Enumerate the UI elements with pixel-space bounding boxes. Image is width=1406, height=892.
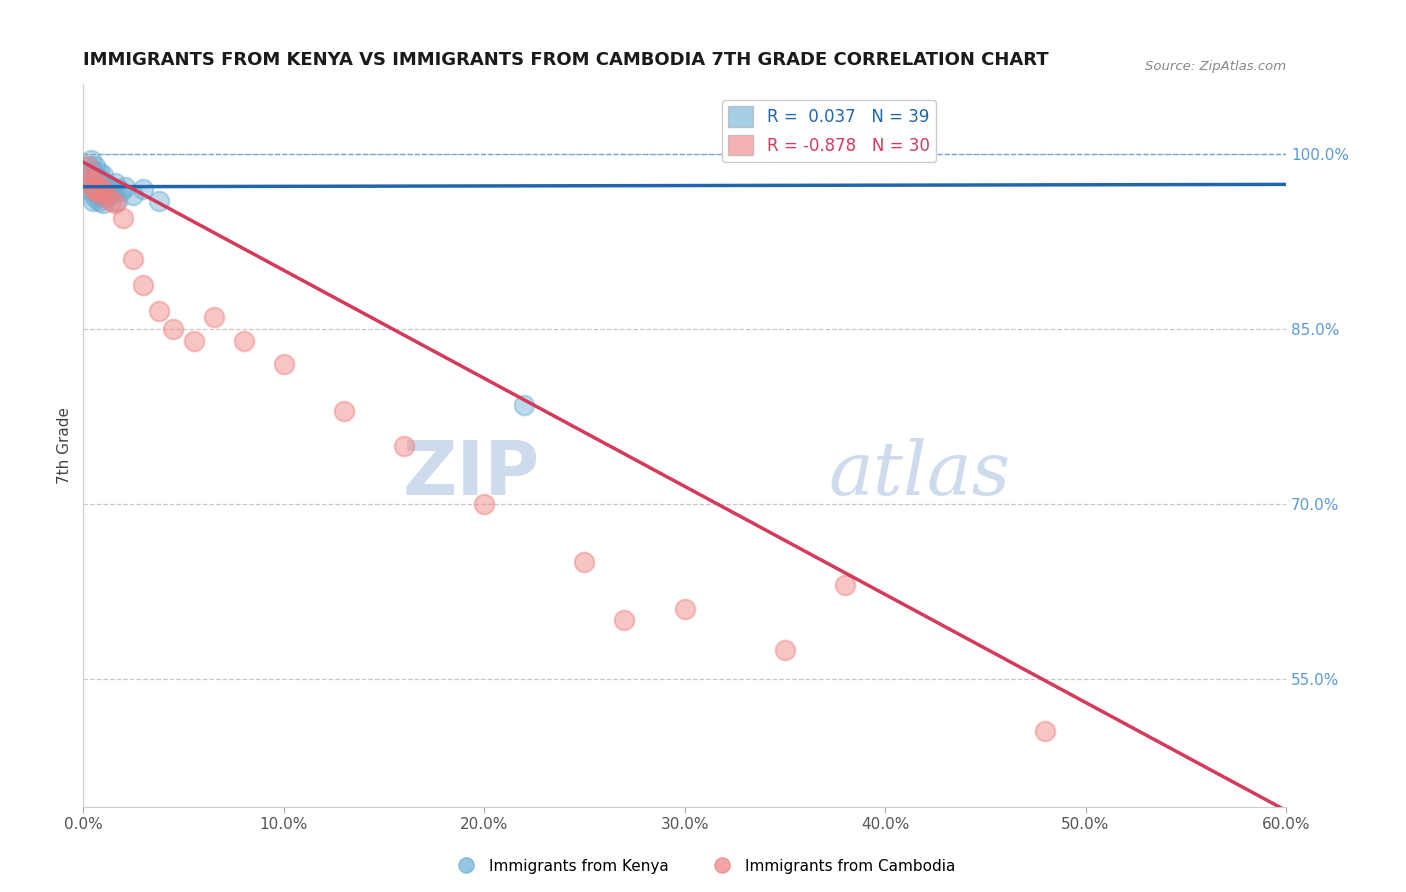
Point (96, 182, 118, 196)
Point (112, 211, 135, 226)
Point (80, 170, 103, 185)
Point (79, 159, 101, 173)
Point (834, 578, 856, 592)
Point (84, 176, 107, 190)
Point (89, 194, 111, 208)
Point (79, 170, 101, 185)
Point (82, 164, 104, 178)
Point (89, 179, 111, 194)
Text: ZIP: ZIP (404, 438, 540, 511)
Point (122, 187, 145, 202)
Point (82, 194, 104, 208)
Point (273, 357, 295, 371)
Point (82, 182, 104, 196)
Point (132, 277, 155, 292)
Point (183, 334, 205, 348)
Legend: R =  0.037   N = 39, R = -0.878   N = 30: R = 0.037 N = 39, R = -0.878 N = 30 (721, 100, 936, 162)
Legend: Immigrants from Kenya, Immigrants from Cambodia: Immigrants from Kenya, Immigrants from C… (444, 853, 962, 880)
Text: atlas: atlas (830, 438, 1011, 511)
Point (105, 194, 128, 208)
Point (673, 601, 696, 615)
Point (100, 179, 122, 194)
Point (84, 172, 107, 186)
Point (90, 172, 112, 186)
Point (148, 304, 170, 318)
Point (80, 176, 103, 190)
Point (79, 182, 101, 196)
Point (110, 185, 132, 199)
Point (94, 190, 117, 204)
Point (148, 194, 170, 208)
Point (90, 187, 112, 202)
Point (91, 182, 114, 196)
Point (103, 185, 125, 199)
Point (76, 159, 98, 173)
Point (84, 190, 107, 204)
Point (114, 179, 136, 194)
Point (773, 642, 796, 657)
Text: Source: ZipAtlas.com: Source: ZipAtlas.com (1144, 61, 1286, 73)
Point (122, 252, 145, 266)
Point (91, 196, 114, 211)
Text: IMMIGRANTS FROM KENYA VS IMMIGRANTS FROM CAMBODIA 7TH GRADE CORRELATION CHART: IMMIGRANTS FROM KENYA VS IMMIGRANTS FROM… (83, 51, 1049, 69)
Point (613, 614, 636, 628)
Point (104, 196, 127, 211)
Point (202, 310, 225, 325)
Point (132, 182, 155, 196)
Point (76, 172, 98, 186)
Point (79, 168, 101, 182)
Point (91, 168, 114, 182)
Point (84, 159, 107, 173)
Point (80, 185, 103, 199)
Point (80, 153, 103, 167)
Point (76, 164, 98, 178)
Y-axis label: 7th Grade: 7th Grade (58, 407, 72, 484)
Point (86, 170, 108, 185)
Point (574, 555, 596, 569)
Point (472, 497, 495, 511)
Point (90, 187, 112, 202)
Point (86, 185, 108, 199)
Point (98, 187, 121, 202)
Point (100, 194, 122, 208)
Point (162, 322, 184, 336)
Point (96, 187, 118, 202)
Point (86, 185, 108, 199)
Point (94, 176, 117, 190)
Point (91, 182, 114, 196)
Point (513, 398, 536, 412)
Point (232, 334, 254, 348)
Point (333, 403, 356, 417)
Point (75, 176, 97, 190)
Point (82, 179, 104, 194)
Point (1035, 724, 1057, 739)
Point (104, 176, 127, 190)
Point (392, 438, 415, 452)
Point (89, 179, 111, 194)
Point (89, 164, 111, 178)
